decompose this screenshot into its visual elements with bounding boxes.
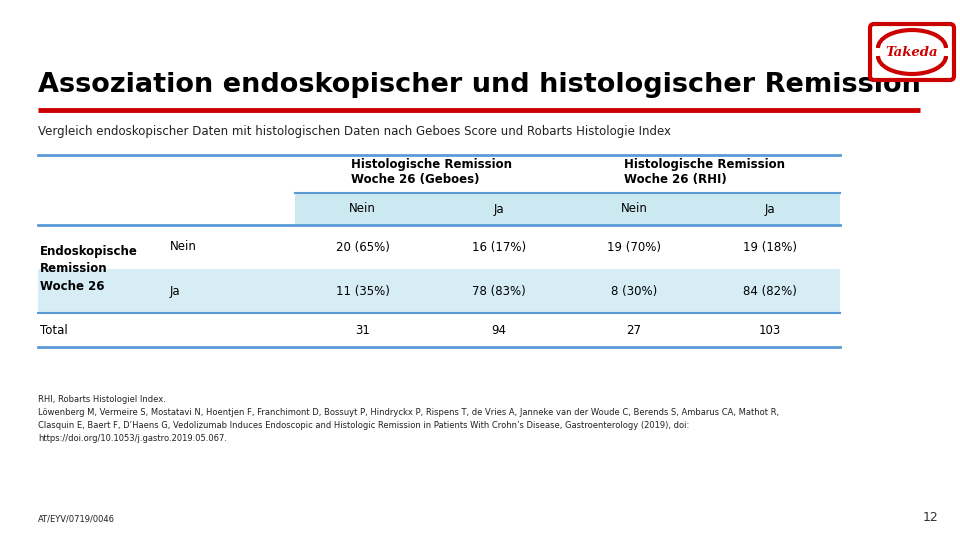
Bar	[38, 225, 840, 269]
Ellipse shape	[872, 24, 952, 79]
Text: Nein: Nein	[620, 202, 647, 215]
Text: RHI, Robarts Histologiel Index.: RHI, Robarts Histologiel Index.	[38, 395, 166, 404]
Text: Vergleich endoskopischer Daten mit histologischen Daten nach Geboes Score und Ro: Vergleich endoskopischer Daten mit histo…	[38, 125, 671, 138]
Text: Endoskopische
Remission
Woche 26: Endoskopische Remission Woche 26	[40, 246, 138, 293]
FancyBboxPatch shape	[870, 24, 954, 80]
Text: Löwenberg M, Vermeire S, Mostatavi N, Hoentjen F, Franchimont D, Bossuyt P, Hind: Löwenberg M, Vermeire S, Mostatavi N, Ho…	[38, 408, 780, 417]
Text: 78 (83%): 78 (83%)	[472, 285, 526, 298]
Text: 11 (35%): 11 (35%)	[336, 285, 390, 298]
Text: Ja: Ja	[170, 285, 180, 298]
Text: 31: 31	[355, 323, 370, 336]
Text: 19 (18%): 19 (18%)	[743, 240, 797, 253]
Text: 20 (65%): 20 (65%)	[336, 240, 390, 253]
Text: AT/EYV/0719/0046: AT/EYV/0719/0046	[38, 515, 115, 524]
Text: Histologische Remission
Woche 26 (RHI): Histologische Remission Woche 26 (RHI)	[623, 158, 784, 186]
Text: Takeda: Takeda	[886, 45, 938, 58]
Text: 12: 12	[923, 511, 938, 524]
Text: Ja: Ja	[765, 202, 776, 215]
Text: 19 (70%): 19 (70%)	[607, 240, 661, 253]
Text: 16 (17%): 16 (17%)	[472, 240, 526, 253]
Text: https://doi.org/10.1053/j.gastro.2019.05.067.: https://doi.org/10.1053/j.gastro.2019.05…	[38, 434, 227, 443]
Text: Histologische Remission
Woche 26 (Geboes): Histologische Remission Woche 26 (Geboes…	[351, 158, 512, 186]
Text: Nein: Nein	[170, 240, 197, 253]
Bar	[295, 193, 840, 225]
Text: Total: Total	[40, 323, 68, 336]
Text: 84 (82%): 84 (82%)	[743, 285, 797, 298]
Text: 94: 94	[492, 323, 507, 336]
Text: Nein: Nein	[349, 202, 376, 215]
Bar	[38, 269, 840, 313]
Text: Assoziation endoskopischer und histologischer Remission: Assoziation endoskopischer und histologi…	[38, 72, 921, 98]
Text: 103: 103	[758, 323, 781, 336]
Text: 8 (30%): 8 (30%)	[611, 285, 658, 298]
Text: Clasquin E, Baert F, D’Haens G, Vedolizumab Induces Endoscopic and Histologic Re: Clasquin E, Baert F, D’Haens G, Vedolizu…	[38, 421, 689, 430]
Text: 27: 27	[627, 323, 641, 336]
Text: Ja: Ja	[493, 202, 504, 215]
